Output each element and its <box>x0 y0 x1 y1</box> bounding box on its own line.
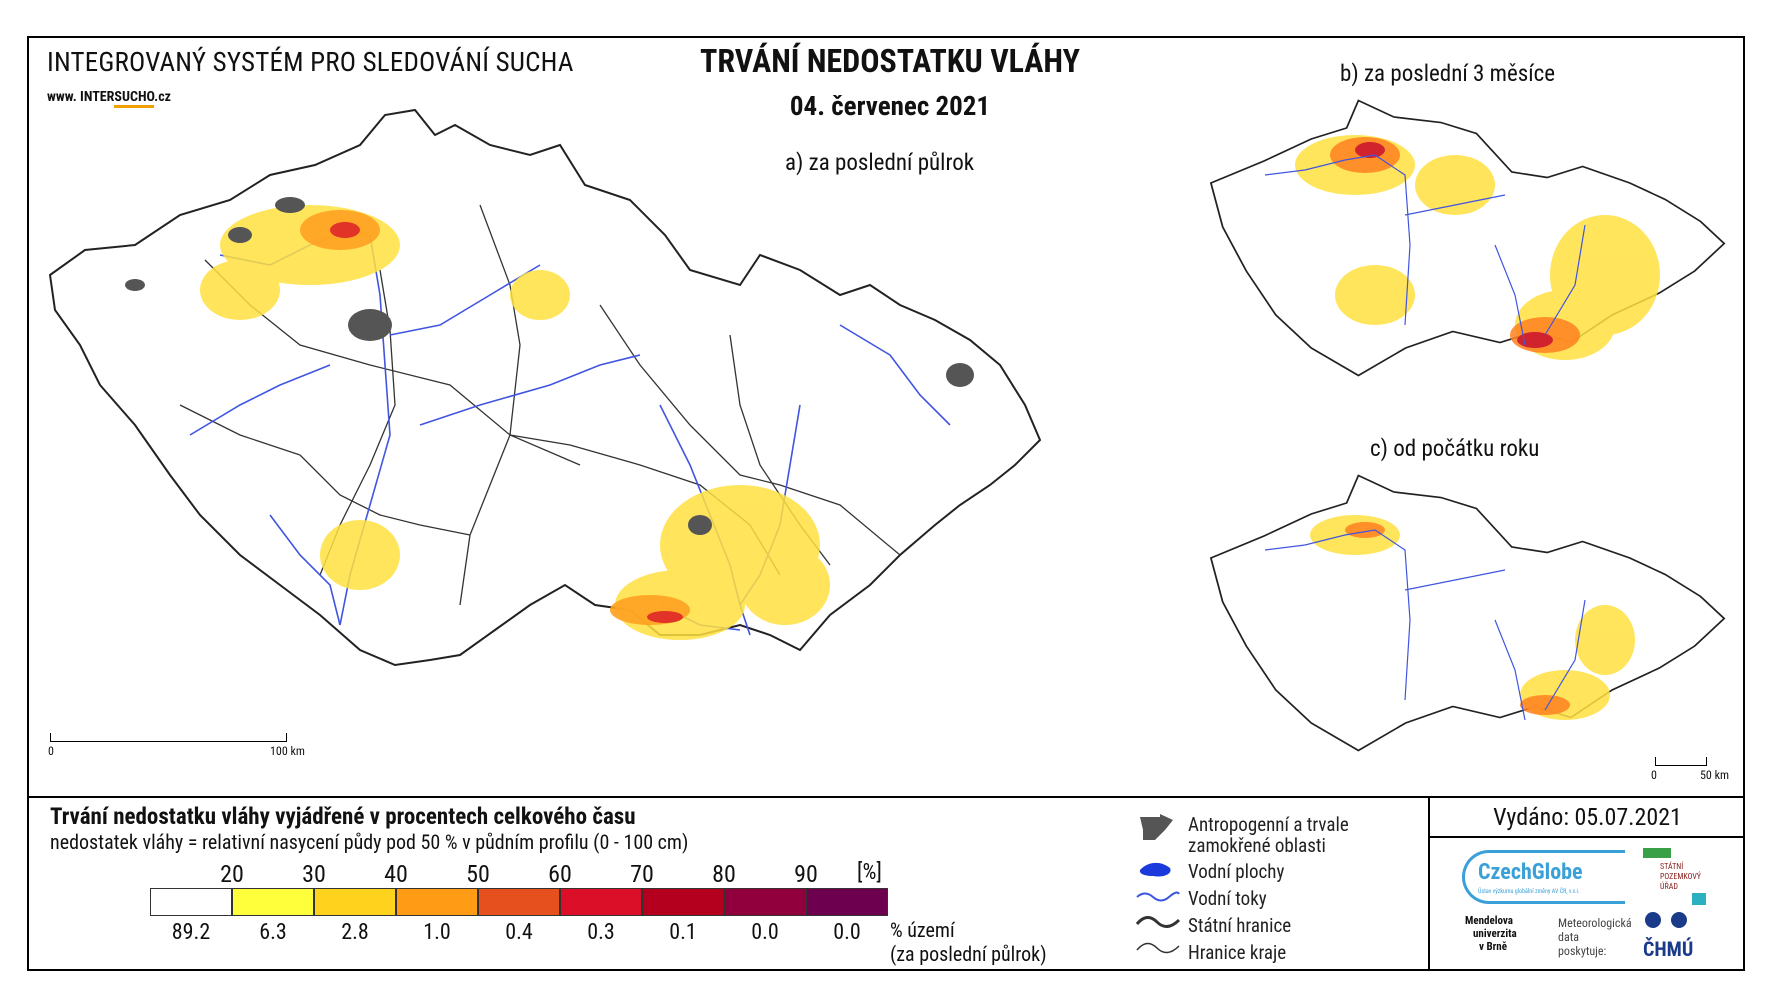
legend-swatch-8 <box>806 888 888 916</box>
area-label-2: (za poslední půlrok) <box>890 942 1047 966</box>
legend-area-value-4: 0.4 <box>505 920 533 945</box>
scale-a-end: 100 km <box>270 744 305 758</box>
legend-anthro-1: Antropogenní a trvale <box>1188 813 1349 836</box>
map-b-label: b) za poslední 3 měsíce <box>1340 60 1556 87</box>
legend-area-value-1: 6.3 <box>259 920 287 945</box>
legend-area-value-8: 0.0 <box>833 920 861 945</box>
scale-bar-c <box>1655 757 1707 766</box>
legend-swatch-7 <box>724 888 806 916</box>
legend-swatch-5 <box>560 888 642 916</box>
legend-anthro-2: zamokřené oblasti <box>1188 834 1326 857</box>
issued-date: Vydáno: 05.07.2021 <box>1493 803 1682 831</box>
chmu-logo-text: ČHMÚ <box>1643 937 1694 961</box>
legend-swatch-3 <box>396 888 478 916</box>
legend-threshold-4: 60 <box>548 860 572 888</box>
legend-swatch-1 <box>232 888 314 916</box>
legend-title: Trvání nedostatku vláhy vyjádřené v proc… <box>50 803 636 830</box>
legend-symbols <box>1135 814 1180 954</box>
anthropogenic-icon <box>1140 814 1173 840</box>
map-a-half-year <box>48 108 1042 667</box>
legend-unit: [%] <box>857 860 882 885</box>
legend-threshold-0: 20 <box>220 860 244 888</box>
system-name: INTEGROVANÝ SYSTÉM PRO SLEDOVÁNÍ SUCHA <box>47 46 574 78</box>
water-body-icon <box>1139 862 1171 877</box>
legend-subtitle: nedostatek vláhy = relativní nasycení pů… <box>50 830 689 854</box>
legend-threshold-5: 70 <box>630 860 654 888</box>
legend-threshold-1: 30 <box>302 860 326 888</box>
scale-c-end: 50 km <box>1700 768 1730 782</box>
legend-swatch-0 <box>150 888 232 916</box>
website-url[interactable]: www. INTERSUCHO.cz <box>47 89 171 108</box>
url-brand: SUCHO <box>114 89 155 108</box>
chmu-logo-mark <box>1645 912 1689 932</box>
legend-area-value-3: 1.0 <box>423 920 451 945</box>
legend-threshold-6: 80 <box>712 860 736 888</box>
spu-logo-accent <box>1692 893 1706 905</box>
legend-water-bodies: Vodní plochy <box>1188 860 1285 883</box>
figure-frame <box>27 36 1745 971</box>
meteo-credit: Meteorologická data poskytuje: <box>1558 916 1632 958</box>
legend-threshold-3: 50 <box>466 860 490 888</box>
legend-swatch-2 <box>314 888 396 916</box>
legend-area-value-5: 0.3 <box>587 920 615 945</box>
legend-panel <box>27 796 1745 973</box>
scale-c-zero: 0 <box>1651 768 1657 782</box>
spu-logo-mark <box>1643 848 1671 858</box>
river-icon <box>1136 891 1180 902</box>
legend-threshold-7: 90 <box>794 860 818 888</box>
czechglobe-sub: Ústav výzkumu globální změny AV ČR, v.v.… <box>1478 888 1580 895</box>
legend-swatch-6 <box>642 888 724 916</box>
legend-area-value-0: 89.2 <box>171 920 211 945</box>
state-border-icon <box>1135 916 1180 928</box>
scale-bar-a <box>50 733 287 742</box>
region-border-icon <box>1136 942 1180 954</box>
legend-area-value-2: 2.8 <box>341 920 369 945</box>
legend-area-value-6: 0.1 <box>669 920 697 945</box>
czechglobe-logo <box>1462 850 1625 904</box>
map-title: TRVÁNÍ NEDOSTATKU VLÁHY <box>700 42 1080 80</box>
legend-divider <box>1428 796 1430 971</box>
map-a-label: a) za poslední půlrok <box>785 149 975 176</box>
scale-a-zero: 0 <box>48 744 54 758</box>
map-b-three-months <box>1209 99 1726 377</box>
legend-state-border: Státní hranice <box>1188 914 1292 937</box>
legend-rivers: Vodní toky <box>1188 887 1267 910</box>
legend-swatch-4 <box>478 888 560 916</box>
spu-logo-text: STÁTNÍ POZEMKOVÝ ÚŘAD <box>1660 862 1702 891</box>
area-label-1: % území <box>890 918 955 942</box>
legend-threshold-2: 40 <box>384 860 408 888</box>
legend-region-border: Hranice kraje <box>1188 941 1287 964</box>
map-date: 04. červenec 2021 <box>789 90 991 122</box>
mendel-logo: Mendelova univerzita v Brně <box>1465 914 1517 953</box>
map-c-since-year-start <box>1209 474 1726 752</box>
issued-divider <box>1428 836 1745 838</box>
map-c-label: c) od počátku roku <box>1370 435 1540 462</box>
legend-area-value-7: 0.0 <box>751 920 779 945</box>
czechglobe-name: CzechGlobe <box>1478 860 1583 885</box>
